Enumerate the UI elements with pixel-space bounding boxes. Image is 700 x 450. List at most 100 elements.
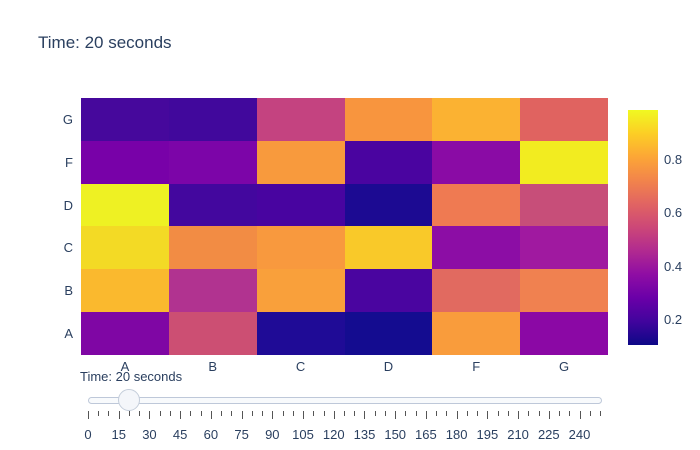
slider-minor-tick xyxy=(98,411,100,416)
slider-tick-label: 60 xyxy=(203,427,219,442)
slider-minor-tick xyxy=(497,411,499,416)
slider-minor-tick xyxy=(415,411,417,416)
heatmap-cell[interactable] xyxy=(168,140,257,184)
slider-minor-tick xyxy=(292,411,294,416)
heatmap-cell[interactable] xyxy=(256,183,345,227)
slider-rail[interactable] xyxy=(88,397,602,404)
slider-tick-label: 0 xyxy=(84,427,92,442)
slider-major-tick xyxy=(579,411,581,419)
slider-minor-tick xyxy=(477,411,479,416)
heatmap-cell[interactable] xyxy=(81,98,169,141)
colorbar-tick-label: 0.2 xyxy=(664,311,683,327)
heatmap-cell[interactable] xyxy=(168,269,257,313)
slider-minor-tick xyxy=(251,411,253,416)
y-axis-labels: G F D C B A xyxy=(0,98,73,355)
slider-major-tick xyxy=(118,411,120,419)
y-axis-label: B xyxy=(64,283,73,299)
heatmap-cell[interactable] xyxy=(344,269,433,313)
slider-tick-label: 105 xyxy=(292,427,314,442)
heatmap-cell[interactable] xyxy=(168,312,257,355)
slider-major-tick xyxy=(425,411,427,419)
slider-minor-tick xyxy=(313,411,315,416)
slider-minor-tick xyxy=(600,411,601,416)
slider-minor-tick xyxy=(108,411,110,416)
heatmap-cell[interactable] xyxy=(344,140,433,184)
slider-minor-tick xyxy=(282,411,284,416)
heatmap-grid[interactable] xyxy=(81,98,608,355)
slider-minor-tick xyxy=(559,411,561,416)
heatmap-cell[interactable] xyxy=(432,183,521,227)
slider-tick-label: 90 xyxy=(265,427,280,442)
slider-minor-tick xyxy=(538,411,540,416)
heatmap-cell[interactable] xyxy=(432,226,521,270)
slider-minor-tick xyxy=(221,411,223,416)
slider-minor-tick xyxy=(405,411,407,416)
x-axis-label: B xyxy=(208,358,218,374)
slider-minor-tick xyxy=(589,411,591,416)
heatmap-cell[interactable] xyxy=(81,140,169,184)
heatmap-cell[interactable] xyxy=(520,312,608,355)
heatmap-cell[interactable] xyxy=(344,312,433,355)
slider-minor-tick xyxy=(159,411,161,416)
heatmap-cell[interactable] xyxy=(520,98,608,141)
colorbar-tick-label: 0.6 xyxy=(664,205,683,221)
slider-minor-tick xyxy=(436,411,438,416)
heatmap-cell[interactable] xyxy=(432,312,521,355)
heatmap-cell[interactable] xyxy=(520,183,608,227)
slider-tick-label: 15 xyxy=(111,427,126,442)
x-axis-label: A xyxy=(120,358,130,374)
y-axis-label: G xyxy=(62,111,73,127)
heatmap-cell[interactable] xyxy=(256,312,345,355)
slider-minor-tick xyxy=(169,411,171,416)
slider-major-tick xyxy=(487,411,489,419)
heatmap-cell[interactable] xyxy=(81,226,169,270)
heatmap-cell[interactable] xyxy=(432,269,521,313)
x-axis-label: F xyxy=(472,358,481,374)
slider-major-tick xyxy=(88,411,89,419)
slider-major-tick xyxy=(456,411,458,419)
heatmap-cell[interactable] xyxy=(168,183,257,227)
slider-tick-label: 210 xyxy=(507,427,529,442)
slider-major-tick xyxy=(241,411,243,419)
heatmap-cell[interactable] xyxy=(256,140,345,184)
heatmap-cell[interactable] xyxy=(168,226,257,270)
y-axis-label: C xyxy=(63,240,73,256)
slider-major-tick xyxy=(518,411,520,419)
slider-handle[interactable] xyxy=(117,389,140,411)
slider-minor-tick xyxy=(231,411,233,416)
slider-tick-label: 120 xyxy=(322,427,345,442)
x-axis-label: D xyxy=(383,358,394,374)
heatmap-cell[interactable] xyxy=(520,226,608,270)
heatmap-cell[interactable] xyxy=(432,98,521,141)
slider-tick-label: 195 xyxy=(476,427,499,442)
heatmap-cell[interactable] xyxy=(81,269,169,313)
slider-major-tick xyxy=(303,411,305,419)
heatmap-cell[interactable] xyxy=(81,312,169,355)
heatmap-cell[interactable] xyxy=(256,269,345,313)
slider-tick-label: 240 xyxy=(568,427,591,442)
slider-major-tick xyxy=(149,411,151,419)
colorbar-tick-label: 0.4 xyxy=(664,258,683,274)
heatmap-cell[interactable] xyxy=(256,226,345,270)
heatmap-cell[interactable] xyxy=(256,98,345,141)
heatmap-cell[interactable] xyxy=(432,140,521,184)
slider-minor-tick xyxy=(354,411,356,416)
heatmap-cell[interactable] xyxy=(344,226,433,270)
heatmap-cell[interactable] xyxy=(344,183,433,227)
slider-major-tick xyxy=(548,411,550,419)
slider-minor-tick xyxy=(344,411,345,416)
slider-minor-tick xyxy=(323,411,325,416)
heatmap-cell[interactable] xyxy=(520,140,608,184)
heatmap-cell[interactable] xyxy=(344,98,433,141)
slider-tick-label: 75 xyxy=(234,427,249,442)
slider-minor-tick xyxy=(466,411,468,416)
slider-tick-label: 180 xyxy=(445,427,468,442)
slider-minor-tick xyxy=(128,411,130,416)
x-axis-label: C xyxy=(295,358,306,374)
slider-major-tick xyxy=(180,411,182,419)
heatmap-cell[interactable] xyxy=(168,98,257,141)
heatmap-cell[interactable] xyxy=(520,269,608,313)
heatmap-cell[interactable] xyxy=(81,183,169,227)
